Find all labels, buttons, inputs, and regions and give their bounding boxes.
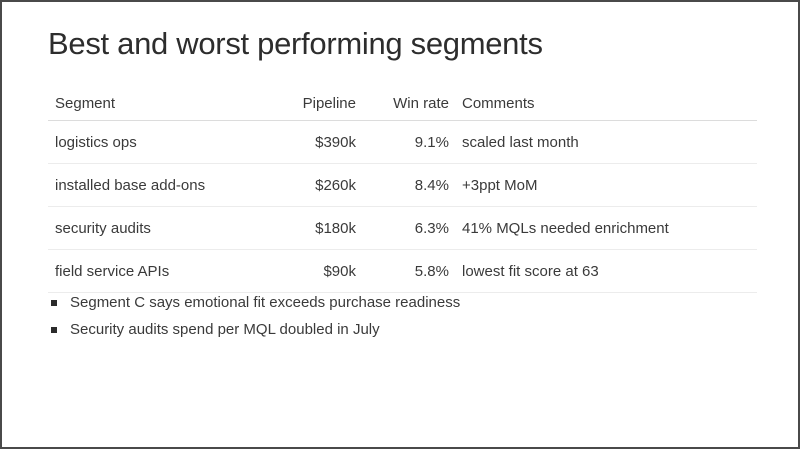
bullet-square-icon bbox=[51, 326, 57, 333]
table-header-win-rate: Win rate bbox=[393, 94, 449, 112]
table-row: field service APIs $90k 5.8% lowest fit … bbox=[48, 250, 757, 293]
table-header-segment: Segment bbox=[55, 94, 116, 112]
note-item: Security audits spend per MQL doubled in… bbox=[48, 316, 460, 343]
cell-comment: scaled last month bbox=[462, 133, 579, 151]
table-header-comments: Comments bbox=[462, 94, 535, 112]
cell-win-rate: 9.1% bbox=[414, 133, 449, 151]
note-item: Segment C says emotional fit exceeds pur… bbox=[48, 289, 460, 316]
cell-comment: 41% MQLs needed enrichment bbox=[462, 219, 669, 237]
cell-win-rate: 5.8% bbox=[414, 262, 449, 280]
cell-comment: lowest fit score at 63 bbox=[462, 262, 599, 280]
table-header-pipeline: Pipeline bbox=[302, 94, 356, 112]
table-header-row: Segment Pipeline Win rate Comments bbox=[48, 86, 757, 121]
cell-segment: field service APIs bbox=[55, 262, 170, 280]
note-text: Security audits spend per MQL doubled in… bbox=[70, 321, 380, 338]
cell-win-rate: 8.4% bbox=[414, 176, 449, 194]
table-row: logistics ops $390k 9.1% scaled last mon… bbox=[48, 121, 757, 164]
notes-list: Segment C says emotional fit exceeds pur… bbox=[48, 289, 460, 343]
cell-pipeline: $180k bbox=[315, 219, 356, 237]
table-row: security audits $180k 6.3% 41% MQLs need… bbox=[48, 207, 757, 250]
cell-comment: +3ppt MoM bbox=[462, 176, 538, 194]
cell-segment: security audits bbox=[55, 219, 151, 237]
cell-segment: installed base add-ons bbox=[55, 176, 206, 194]
cell-pipeline: $90k bbox=[323, 262, 356, 280]
cell-segment: logistics ops bbox=[55, 133, 137, 151]
cell-pipeline: $390k bbox=[315, 133, 356, 151]
cell-pipeline: $260k bbox=[315, 176, 356, 194]
segments-table: Segment Pipeline Win rate Comments logis… bbox=[48, 86, 757, 293]
bullet-square-icon bbox=[51, 299, 57, 306]
table-row: installed base add-ons $260k 8.4% +3ppt … bbox=[48, 164, 757, 207]
cell-win-rate: 6.3% bbox=[414, 219, 449, 237]
note-text: Segment C says emotional fit exceeds pur… bbox=[70, 294, 461, 311]
slide-title: Best and worst performing segments bbox=[48, 26, 543, 61]
